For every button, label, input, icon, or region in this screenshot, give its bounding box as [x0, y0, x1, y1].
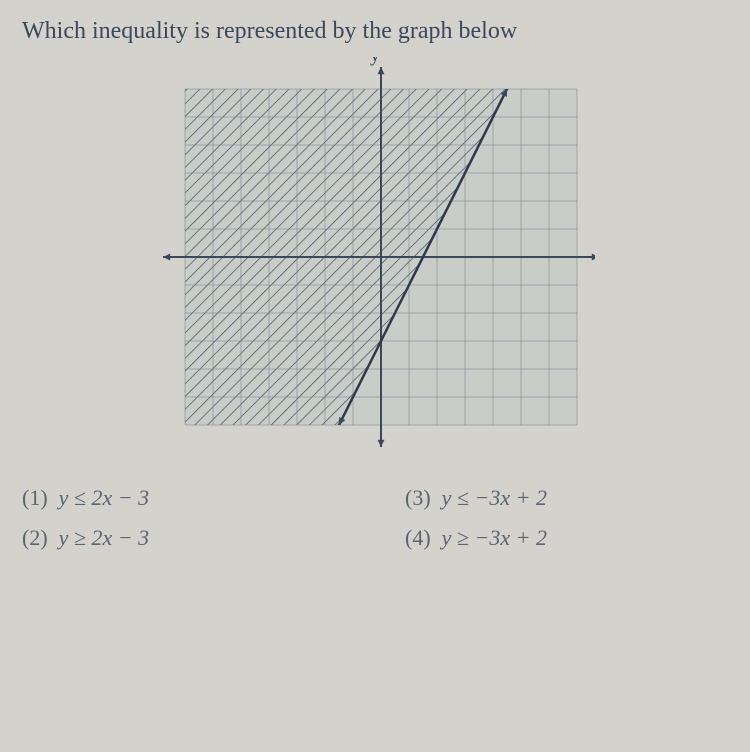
answer-choices: (1) y ≤ 2x − 3 (3) y ≤ −3x + 2 (2) y ≥ 2… — [22, 485, 728, 551]
inequality-graph: yx — [155, 57, 595, 457]
answer-expression: y ≥ 2x − 3 — [59, 525, 149, 550]
answer-choice-4: (4) y ≥ −3x + 2 — [405, 525, 728, 551]
answer-number: (4) — [405, 525, 431, 550]
graph-container: yx — [22, 57, 728, 457]
answer-choice-3: (3) y ≤ −3x + 2 — [405, 485, 728, 511]
question-text: Which inequality is represented by the g… — [22, 18, 728, 45]
answer-number: (2) — [22, 525, 48, 550]
answer-expression: y ≤ −3x + 2 — [442, 485, 547, 510]
answer-expression: y ≤ 2x − 3 — [59, 485, 149, 510]
answer-choice-1: (1) y ≤ 2x − 3 — [22, 485, 345, 511]
answer-expression: y ≥ −3x + 2 — [442, 525, 547, 550]
answer-number: (1) — [22, 485, 48, 510]
answer-choice-2: (2) y ≥ 2x − 3 — [22, 525, 345, 551]
answer-number: (3) — [405, 485, 431, 510]
svg-text:y: y — [370, 57, 380, 66]
